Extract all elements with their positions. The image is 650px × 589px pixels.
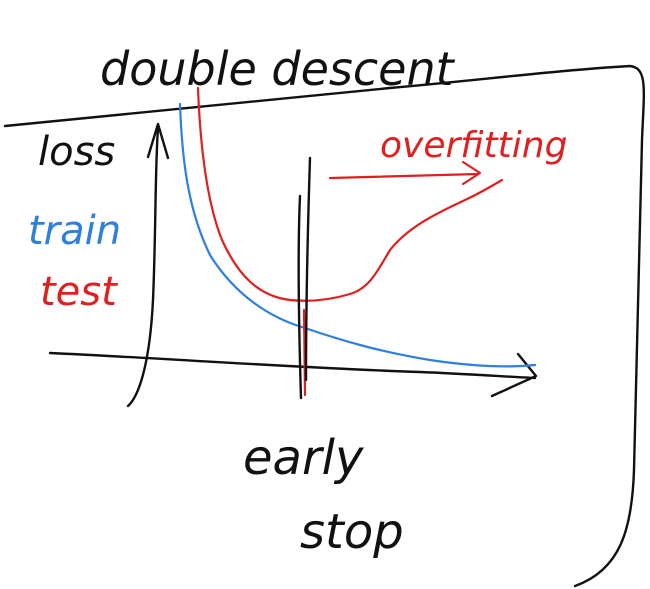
early-stop-line [297, 194, 303, 400]
legend-test-label: test [40, 269, 118, 315]
x-axis [48, 351, 537, 380]
test-loss-curve [196, 86, 504, 302]
x-axis-arrowhead [490, 352, 538, 398]
early-stop-line-second-stroke [304, 156, 312, 382]
frame-outline [3, 64, 646, 588]
overfitting-label: overfitting [380, 125, 567, 166]
y-axis-label: loss [38, 129, 115, 175]
overfitting-arrow [328, 172, 480, 180]
test-minimum-marker [302, 308, 307, 397]
early-stop-label-line1: early [243, 430, 364, 486]
early-stop-label-line2: stop [300, 504, 404, 560]
overfitting-arrowhead [461, 160, 482, 186]
y-axis [126, 126, 160, 408]
legend-train-label: train [28, 208, 121, 254]
y-axis-arrowhead [146, 122, 170, 160]
